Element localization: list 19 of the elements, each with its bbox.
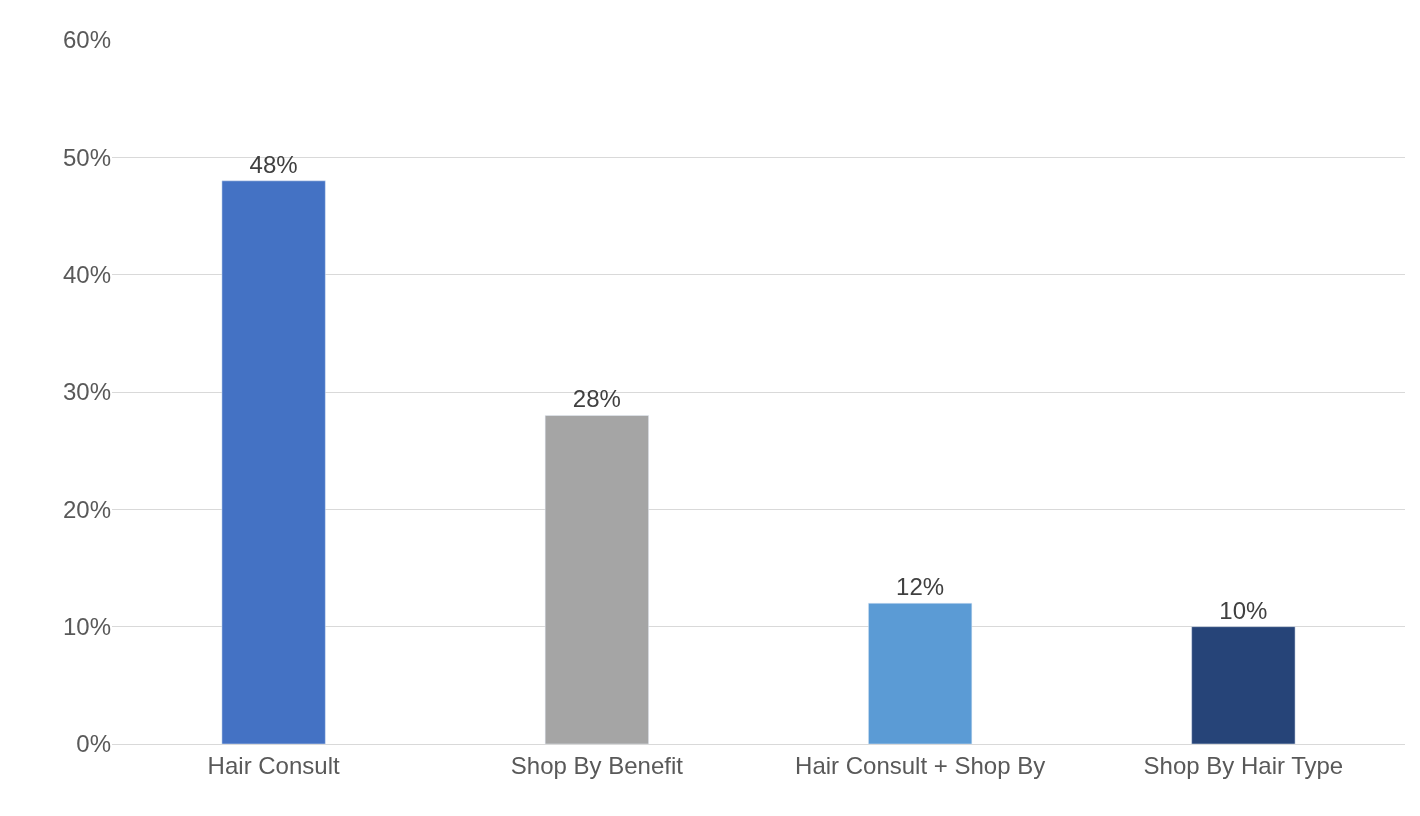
data-label: 10%	[1219, 596, 1268, 624]
x-tick-label: Shop By Benefit	[510, 751, 684, 779]
x-tick-label: Hair Consult + Shop By	[795, 751, 1046, 779]
bar	[1191, 626, 1296, 744]
data-label: 12%	[896, 573, 945, 601]
y-tick-label: 40%	[62, 261, 111, 289]
y-tick-label: 50%	[62, 143, 111, 171]
y-tick-label: 30%	[62, 378, 111, 406]
data-label: 48%	[249, 150, 298, 178]
bar	[544, 415, 649, 744]
bar	[868, 602, 973, 744]
bar	[221, 180, 326, 744]
y-tick-label: 0%	[76, 730, 111, 758]
x-tick-label: Hair Consult	[207, 751, 340, 779]
x-tick-label: Shop By Hair Type	[1143, 751, 1344, 779]
data-label: 28%	[572, 385, 621, 413]
y-tick-label: 20%	[62, 495, 111, 523]
y-tick-label: 60%	[62, 26, 111, 54]
y-tick-label: 10%	[62, 613, 111, 641]
